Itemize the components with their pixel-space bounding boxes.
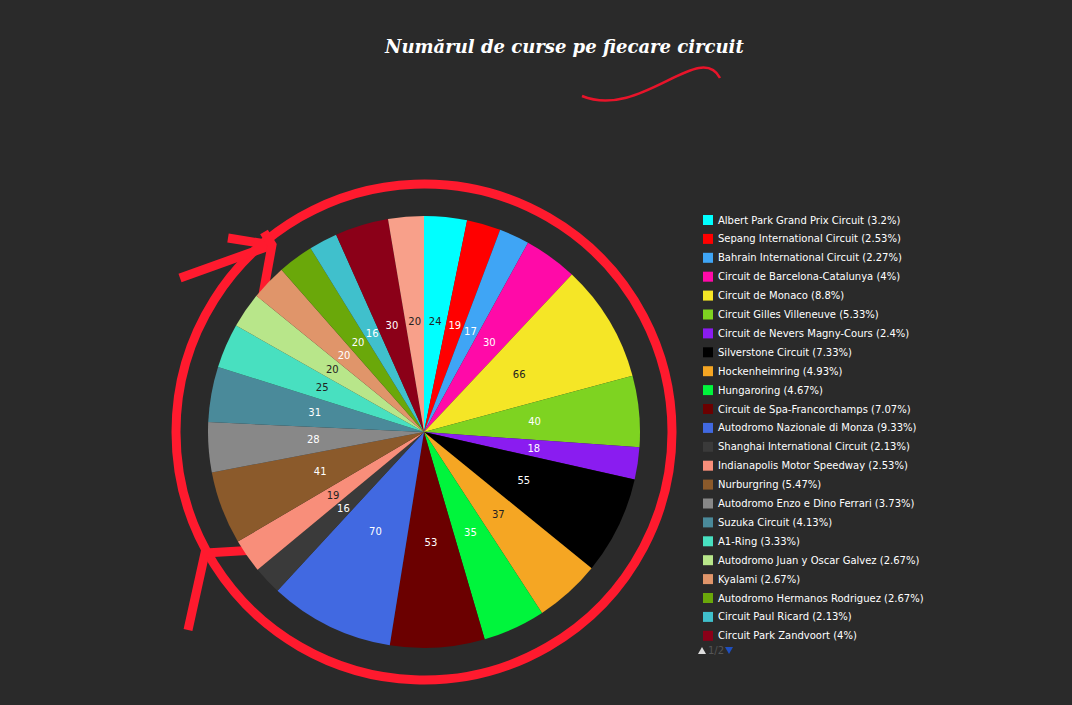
svg-text:18: 18 bbox=[527, 443, 540, 454]
svg-text:Circuit Gilles Villeneuve (5.3: Circuit Gilles Villeneuve (5.33%) bbox=[718, 309, 879, 320]
svg-text:Kyalami (2.67%): Kyalami (2.67%) bbox=[718, 574, 800, 585]
svg-text:16: 16 bbox=[337, 503, 350, 514]
svg-text:70: 70 bbox=[369, 526, 382, 537]
svg-text:25: 25 bbox=[316, 382, 329, 393]
svg-text:Circuit de Barcelona-Catalunya: Circuit de Barcelona-Catalunya (4%) bbox=[718, 271, 900, 282]
svg-text:Autodromo Nazionale di Monza (: Autodromo Nazionale di Monza (9.33%) bbox=[718, 422, 917, 433]
svg-text:24: 24 bbox=[429, 316, 442, 327]
svg-text:Circuit de Nevers Magny-Cours: Circuit de Nevers Magny-Cours (2.4%) bbox=[718, 328, 909, 339]
svg-text:30: 30 bbox=[386, 320, 399, 331]
svg-text:28: 28 bbox=[307, 434, 320, 445]
svg-text:Silverstone Circuit (7.33%): Silverstone Circuit (7.33%) bbox=[718, 347, 852, 358]
svg-text:19: 19 bbox=[448, 320, 461, 331]
svg-text:20: 20 bbox=[408, 316, 421, 327]
svg-text:20: 20 bbox=[352, 337, 365, 348]
svg-text:53: 53 bbox=[425, 537, 438, 548]
svg-text:55: 55 bbox=[517, 475, 530, 486]
svg-text:19: 19 bbox=[327, 490, 340, 501]
svg-text:Autodromo Hermanos Rodriguez (: Autodromo Hermanos Rodriguez (2.67%) bbox=[718, 593, 924, 604]
svg-text:Circuit de Monaco (8.8%): Circuit de Monaco (8.8%) bbox=[718, 290, 844, 301]
svg-text:Sepang International Circuit (: Sepang International Circuit (2.53%) bbox=[718, 233, 901, 244]
svg-text:Bahrain International Circuit: Bahrain International Circuit (2.27%) bbox=[718, 252, 902, 263]
svg-text:Numărul de curse pe fiecare ci: Numărul de curse pe fiecare circuit bbox=[384, 36, 744, 57]
svg-text:20: 20 bbox=[326, 364, 339, 375]
svg-text:Autodromo Juan y Oscar Galvez: Autodromo Juan y Oscar Galvez (2.67%) bbox=[718, 555, 919, 566]
svg-text:35: 35 bbox=[464, 527, 477, 538]
svg-text:Indianapolis Motor Speedway (2: Indianapolis Motor Speedway (2.53%) bbox=[718, 460, 908, 471]
svg-text:16: 16 bbox=[366, 328, 379, 339]
svg-text:41: 41 bbox=[314, 466, 327, 477]
svg-text:1/2: 1/2 bbox=[708, 645, 724, 656]
svg-text:Autodromo Enzo e Dino Ferrari: Autodromo Enzo e Dino Ferrari (3.73%) bbox=[718, 498, 915, 509]
svg-text:37: 37 bbox=[492, 509, 505, 520]
svg-text:Circuit Paul Ricard (2.13%): Circuit Paul Ricard (2.13%) bbox=[718, 611, 852, 622]
svg-text:31: 31 bbox=[308, 407, 321, 418]
svg-text:20: 20 bbox=[338, 350, 351, 361]
svg-text:Suzuka Circuit (4.13%): Suzuka Circuit (4.13%) bbox=[718, 517, 832, 528]
svg-text:17: 17 bbox=[464, 326, 477, 337]
svg-text:A1-Ring (3.33%): A1-Ring (3.33%) bbox=[718, 536, 800, 547]
svg-text:40: 40 bbox=[528, 416, 541, 427]
svg-text:Shanghai International Circuit: Shanghai International Circuit (2.13%) bbox=[718, 441, 910, 452]
svg-text:Circuit Park Zandvoort (4%): Circuit Park Zandvoort (4%) bbox=[718, 630, 857, 641]
svg-text:66: 66 bbox=[513, 369, 526, 380]
svg-text:30: 30 bbox=[483, 337, 496, 348]
svg-text:Albert Park Grand Prix Circuit: Albert Park Grand Prix Circuit (3.2%) bbox=[718, 215, 900, 226]
svg-text:Hockenheimring (4.93%): Hockenheimring (4.93%) bbox=[718, 366, 842, 377]
svg-text:Hungaroring (4.67%): Hungaroring (4.67%) bbox=[718, 385, 823, 396]
svg-text:Circuit de Spa-Francorchamps (: Circuit de Spa-Francorchamps (7.07%) bbox=[718, 404, 911, 415]
svg-text:Nurburgring (5.47%): Nurburgring (5.47%) bbox=[718, 479, 821, 490]
